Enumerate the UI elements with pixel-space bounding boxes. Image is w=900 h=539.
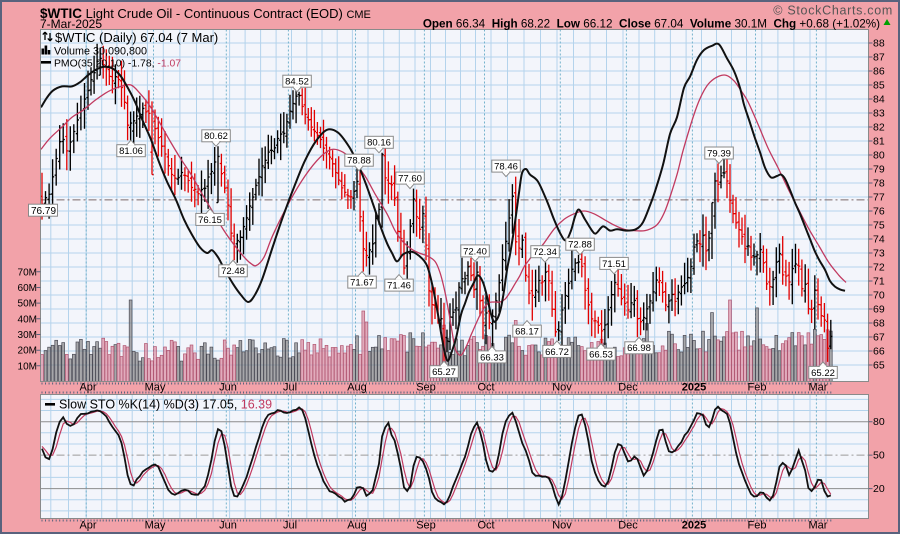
svg-text:81.06: 81.06 [119,146,143,157]
svg-text:83: 83 [873,108,885,120]
svg-text:Mar: Mar [809,520,828,532]
svg-text:85: 85 [873,80,885,92]
svg-text:Oct: Oct [477,382,494,394]
svg-text:$WTIC (Daily) 67.04 (7 Mar): $WTIC (Daily) 67.04 (7 Mar) [55,30,218,45]
svg-text:Feb: Feb [748,520,767,532]
svg-text:68: 68 [873,318,885,330]
svg-text:Jul: Jul [283,520,297,532]
svg-text:Volume 30,090,800: Volume 30,090,800 [54,46,147,58]
svg-text:Jun: Jun [219,520,237,532]
svg-text:77: 77 [873,192,885,204]
svg-text:May: May [145,382,166,394]
svg-text:30M: 30M [18,330,37,341]
svg-text:72: 72 [873,262,885,274]
svg-text:50M: 50M [18,299,37,310]
svg-text:20M: 20M [18,346,37,357]
svg-text:Mar: Mar [809,382,828,394]
svg-text:Jun: Jun [219,382,237,394]
svg-text:66.72: 66.72 [545,347,569,358]
svg-text:84: 84 [873,94,885,106]
svg-text:Sep: Sep [416,520,436,532]
svg-text:May: May [145,520,166,532]
svg-text:7-Mar-2025: 7-Mar-2025 [40,17,102,31]
svg-text:78: 78 [873,178,885,190]
svg-text:79: 79 [873,164,885,176]
svg-text:76.79: 76.79 [31,206,56,217]
svg-text:72.48: 72.48 [221,266,245,277]
svg-text:71.51: 71.51 [602,259,626,270]
svg-text:82: 82 [873,122,885,134]
svg-text:Sep: Sep [416,382,436,394]
svg-text:76.15: 76.15 [198,215,222,226]
svg-text:40M: 40M [18,314,37,325]
svg-text:Nov: Nov [552,382,572,394]
svg-text:60M: 60M [18,283,37,294]
svg-text:71.46: 71.46 [387,281,411,292]
svg-text:66.53: 66.53 [589,350,613,361]
svg-text:Slow STO %K(14) %D(3) 17.05, 1: Slow STO %K(14) %D(3) 17.05, 16.39 [59,398,272,412]
svg-text:72.40: 72.40 [463,246,487,257]
svg-text:78.88: 78.88 [347,156,371,167]
svg-text:Dec: Dec [618,520,638,532]
svg-text:66.98: 66.98 [627,343,651,354]
svg-text:73: 73 [873,248,885,260]
svg-text:71.67: 71.67 [350,278,374,289]
svg-text:Aug: Aug [347,520,367,532]
svg-text:79.39: 79.39 [707,148,731,159]
svg-text:Jul: Jul [283,382,297,394]
svg-text:72.88: 72.88 [568,240,592,251]
svg-text:68.17: 68.17 [515,327,539,338]
svg-text:67: 67 [873,332,885,344]
svg-text:70M: 70M [18,267,37,278]
svg-text:Apr: Apr [79,520,96,532]
svg-text:Nov: Nov [552,520,572,532]
svg-text:Apr: Apr [79,382,96,394]
svg-text:Open 66.34 High 68.22 Low 66: Open 66.34 High 68.22 Low 66.12 Close 67… [423,18,880,31]
svg-text:84.52: 84.52 [285,77,309,88]
svg-text:74: 74 [873,234,885,246]
svg-text:69: 69 [873,304,885,316]
svg-text:72.34: 72.34 [533,247,557,258]
svg-text:71: 71 [873,276,885,288]
svg-text:76: 76 [873,206,885,218]
svg-text:© StockCharts.com: © StockCharts.com [773,4,893,18]
svg-text:80: 80 [873,416,885,428]
svg-text:50: 50 [873,450,885,462]
svg-text:78.46: 78.46 [494,162,518,173]
svg-text:65.27: 65.27 [432,367,456,378]
svg-text:Oct: Oct [477,520,494,532]
svg-text:66.33: 66.33 [480,352,504,363]
svg-text:80.16: 80.16 [367,138,391,149]
svg-text:80: 80 [873,150,885,162]
svg-text:$WTIC Light Crude Oil - Contin: $WTIC Light Crude Oil - Continuous Contr… [40,6,371,21]
svg-text:70: 70 [873,290,885,302]
svg-text:2025: 2025 [682,382,706,394]
svg-text:Feb: Feb [748,382,767,394]
svg-text:10M: 10M [18,361,37,372]
svg-text:Aug: Aug [347,382,367,394]
svg-text:66: 66 [873,346,885,358]
svg-text:PMO(35,20,10) -1.78, -1.07: PMO(35,20,10) -1.78, -1.07 [54,59,181,70]
svg-text:87: 87 [873,52,885,64]
svg-text:2025: 2025 [682,520,706,532]
svg-text:65: 65 [873,360,885,372]
svg-text:77.60: 77.60 [398,174,422,185]
svg-text:65.22: 65.22 [811,368,835,379]
svg-text:20: 20 [873,483,885,495]
svg-text:88: 88 [873,38,885,50]
svg-text:80.62: 80.62 [204,131,228,142]
svg-text:Dec: Dec [618,382,638,394]
svg-text:86: 86 [873,66,885,78]
svg-text:81: 81 [873,136,885,148]
svg-text:75: 75 [873,220,885,232]
